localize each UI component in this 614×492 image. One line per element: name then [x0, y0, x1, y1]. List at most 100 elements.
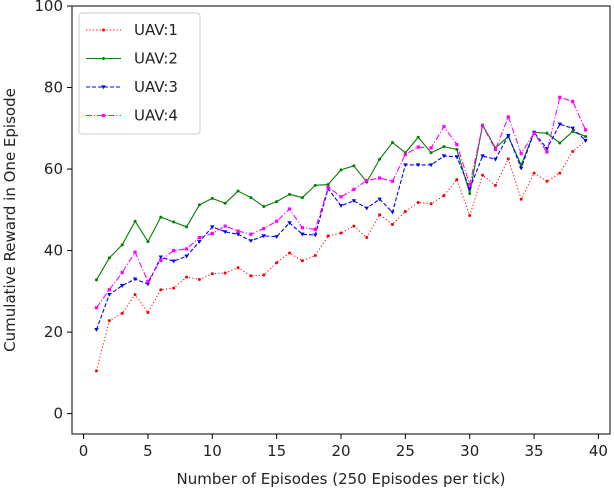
- data-point: [236, 189, 240, 193]
- data-point: [223, 271, 227, 275]
- data-point: [185, 225, 189, 229]
- data-point: [107, 292, 112, 297]
- data-point: [403, 209, 407, 213]
- data-point: [223, 224, 227, 228]
- data-point: [416, 145, 420, 149]
- data-point: [455, 147, 459, 151]
- data-point: [107, 319, 111, 323]
- data-point: [120, 243, 124, 247]
- data-point: [467, 187, 472, 191]
- data-point: [210, 231, 214, 236]
- data-point: [184, 247, 189, 251]
- y-tick-label: 80: [44, 79, 63, 97]
- data-point: [249, 232, 253, 236]
- data-point: [364, 206, 369, 211]
- x-tick-label: 10: [203, 442, 222, 460]
- data-point: [390, 141, 394, 145]
- data-point: [571, 130, 575, 134]
- legend-items: UAV:1 UAV:2 UAV:3 UAV:4: [86, 21, 178, 125]
- data-point: [442, 194, 446, 198]
- data-point: [518, 166, 524, 171]
- data-point: [146, 311, 150, 315]
- data-point: [390, 210, 395, 215]
- data-point: [429, 151, 433, 155]
- data-point: [300, 226, 304, 230]
- y-axis-label: Cumulative Reward in One Episode: [1, 88, 19, 352]
- data-point: [262, 226, 266, 231]
- data-point: [455, 178, 459, 182]
- data-point: [377, 197, 382, 202]
- data-point: [300, 232, 305, 237]
- data-point: [403, 152, 407, 156]
- data-point: [390, 222, 394, 226]
- data-point: [468, 192, 472, 196]
- series-uav-3: [94, 122, 588, 332]
- data-point: [159, 215, 163, 219]
- data-point: [429, 202, 433, 206]
- data-point: [468, 214, 472, 218]
- y-tick-label: 40: [44, 242, 63, 260]
- data-point: [390, 179, 395, 183]
- data-point: [571, 150, 575, 154]
- data-point: [455, 142, 459, 147]
- data-point: [378, 157, 382, 161]
- data-point: [493, 147, 498, 152]
- x-tick-label: 30: [460, 442, 479, 460]
- data-point: [288, 192, 292, 196]
- data-point: [351, 199, 357, 204]
- data-point: [313, 183, 317, 187]
- data-point: [442, 125, 446, 129]
- data-point: [222, 230, 228, 235]
- data-point: [506, 157, 510, 161]
- data-point: [545, 179, 549, 183]
- data-point: [172, 220, 176, 224]
- data-point: [210, 272, 214, 276]
- data-point: [145, 282, 151, 287]
- data-point: [506, 115, 510, 119]
- data-point: [378, 176, 382, 180]
- data-point: [545, 150, 549, 154]
- legend-marker: [102, 57, 105, 60]
- legend-marker: [101, 85, 106, 90]
- data-point: [94, 328, 99, 332]
- data-point: [197, 235, 202, 240]
- data-point: [584, 134, 588, 138]
- x-tick-label: 25: [396, 442, 415, 460]
- legend-item-uav-1: UAV:1: [86, 21, 178, 39]
- data-point: [159, 258, 163, 262]
- data-point: [339, 168, 343, 172]
- x-tick-label: 35: [525, 442, 544, 460]
- data-point: [184, 254, 189, 259]
- data-point: [146, 279, 150, 284]
- data-point: [158, 255, 164, 260]
- data-point: [313, 253, 317, 257]
- legend-box: [78, 12, 201, 135]
- x-axis-label: Number of Episodes (250 Episodes per tic…: [176, 470, 505, 488]
- data-point: [275, 261, 279, 265]
- data-point: [468, 182, 472, 187]
- data-point: [339, 231, 343, 235]
- data-point: [248, 239, 254, 243]
- series-uav-1: [94, 139, 588, 373]
- data-point: [287, 207, 292, 211]
- ticks-layer: 0 5 10 15 20 25 30 35 40 0 20 40 60 80 100: [34, 0, 608, 460]
- data-point: [132, 277, 138, 282]
- x-tick-label: 40: [589, 442, 608, 460]
- data-point: [493, 157, 498, 162]
- data-point: [519, 151, 523, 156]
- data-point: [416, 200, 420, 204]
- data-point: [94, 306, 99, 310]
- data-point: [454, 155, 460, 160]
- data-point: [557, 122, 563, 127]
- data-point: [235, 232, 241, 237]
- data-point: [275, 200, 279, 204]
- data-point: [378, 213, 382, 217]
- data-point: [583, 138, 588, 143]
- data-point: [532, 171, 536, 175]
- data-point: [416, 135, 420, 139]
- data-point: [210, 225, 215, 230]
- legend-item-uav-4: UAV:4: [86, 107, 178, 125]
- data-point: [506, 134, 511, 138]
- y-tick-label: 100: [34, 0, 63, 15]
